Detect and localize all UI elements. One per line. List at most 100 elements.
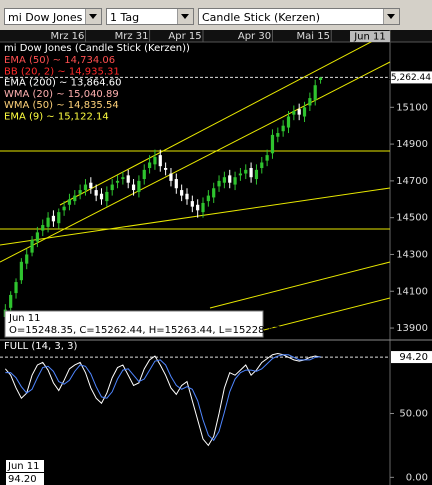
candle-body [126, 175, 130, 183]
candle-body [78, 190, 82, 194]
candle-body [169, 173, 173, 181]
tooltip-values: O=15248.35, C=15262.44, H=15263.44, L=15… [9, 325, 280, 336]
last-price-label: 15,262.44 [385, 73, 431, 83]
candle-body [14, 282, 18, 294]
candle-body [89, 182, 93, 189]
legend-entry: BB (20, 2) ~ 14,935.31 [4, 66, 120, 77]
candle-body [46, 217, 50, 227]
legend: mi Dow Jones (Candle Stick (Kerzen))EMA … [4, 43, 190, 123]
candle-body [164, 168, 168, 170]
candle-body [147, 162, 152, 169]
last-price-box [391, 71, 432, 84]
interval-select[interactable]: 1 Tag [106, 8, 194, 25]
chart: Mrz 16 Mrz 31 Apr 15 Apr 30 Mai 15 Jun 11 1390… [0, 30, 432, 485]
cursor-date-box [6, 460, 44, 472]
candle-body [57, 212, 61, 224]
candle-body [185, 193, 189, 200]
y-tick-label: 14700 [396, 176, 428, 187]
y-tick-label: 14500 [396, 213, 428, 224]
candle-body [201, 202, 205, 213]
candle-body [313, 85, 317, 100]
last-value-box [391, 351, 432, 364]
candle-body [212, 188, 216, 198]
panel-title: FULL (14, 3, 3) [4, 341, 77, 352]
candle-body [153, 156, 157, 165]
x-tick-label: Mrz 16 [51, 31, 85, 42]
candle-body [180, 190, 184, 196]
last-value-label: 94.20 [399, 352, 428, 363]
x-tick-label: Apr 15 [168, 31, 201, 42]
legend-entry: WMA (20) ~ 15,040.89 [4, 89, 119, 100]
legend-entry: EMA (50) ~ 14,734.06 [4, 55, 115, 66]
dropdown-button[interactable] [383, 9, 399, 24]
trend-line [0, 187, 391, 246]
dropdown-button[interactable] [85, 9, 101, 24]
candle-body [19, 261, 23, 281]
candle-body [174, 179, 178, 189]
toolbar: mi Dow Jones 1 Tag Candle Stick (Kerzen) [0, 0, 432, 30]
cursor-value-box [6, 473, 44, 485]
candle-body [35, 232, 39, 242]
y-tick-label: 13900 [396, 323, 428, 334]
x-tick-label: Mrz 31 [115, 31, 149, 42]
candle-body [286, 116, 291, 128]
chart-style: Candle Stick (Kerzen) [202, 11, 321, 24]
candle-body [308, 98, 312, 106]
candle-body [137, 180, 141, 192]
oscillator-line [4, 352, 321, 447]
y-tick-label: 0.00 [406, 472, 428, 483]
tooltip-date: Jun 11 [8, 313, 41, 324]
candle-body [318, 77, 323, 81]
candle-body [9, 294, 13, 308]
candle-body [83, 184, 88, 191]
candle-body [51, 215, 56, 222]
legend-entry: WMA (50) ~ 14,835.54 [4, 100, 119, 111]
candle-body [270, 134, 275, 154]
candle-body [115, 180, 120, 183]
candle-body [62, 206, 66, 211]
candle-body [30, 239, 34, 253]
candle-body [110, 184, 114, 191]
candle-body [190, 201, 194, 207]
candle-body [249, 168, 253, 178]
candle-body [281, 125, 285, 132]
y-tick-label: 14100 [396, 286, 428, 297]
trend-line [239, 297, 391, 337]
candle-body [228, 175, 232, 183]
trend-line [0, 61, 391, 263]
trend-lines [0, 31, 391, 337]
candle-body [238, 173, 243, 176]
dropdown-button[interactable] [177, 9, 193, 24]
style-select[interactable]: Candle Stick (Kerzen) [198, 8, 400, 25]
candle-body [41, 225, 45, 231]
candle-body [25, 254, 29, 264]
y-tick-label: 50.00 [399, 409, 428, 420]
interval: 1 Tag [110, 11, 140, 24]
candle-body [121, 177, 125, 180]
legend-entry: EMA (200) ~ 13,864.60 [4, 78, 122, 89]
symbol: mi Dow Jones [8, 11, 83, 24]
candle-body [276, 133, 280, 137]
candle-body [222, 177, 226, 183]
oscillator-line [5, 354, 321, 442]
candle-body [265, 155, 269, 161]
symbol-select[interactable]: mi Dow Jones [4, 8, 102, 25]
y-tick-label: 15100 [396, 102, 428, 113]
legend-entry: EMA (9) ~ 15,122.14 [4, 112, 109, 123]
cursor-date: Jun 11 [7, 461, 40, 472]
x-tick-label: Apr 30 [238, 31, 271, 42]
candle-body [67, 199, 72, 205]
chart-title: mi Dow Jones (Candle Stick (Kerzen)) [4, 43, 190, 54]
candle-body [254, 169, 259, 180]
cursor-date-box [350, 31, 390, 42]
candle-body [142, 169, 146, 180]
cursor-date: Jun 11 [353, 32, 386, 43]
candle-body [297, 109, 301, 115]
candle-body [99, 193, 104, 200]
candle-body [206, 195, 210, 202]
candle-body [292, 110, 296, 115]
date-axis-bg [0, 30, 432, 42]
cursor-value: 94.20 [8, 474, 37, 485]
candle-body [94, 190, 98, 196]
